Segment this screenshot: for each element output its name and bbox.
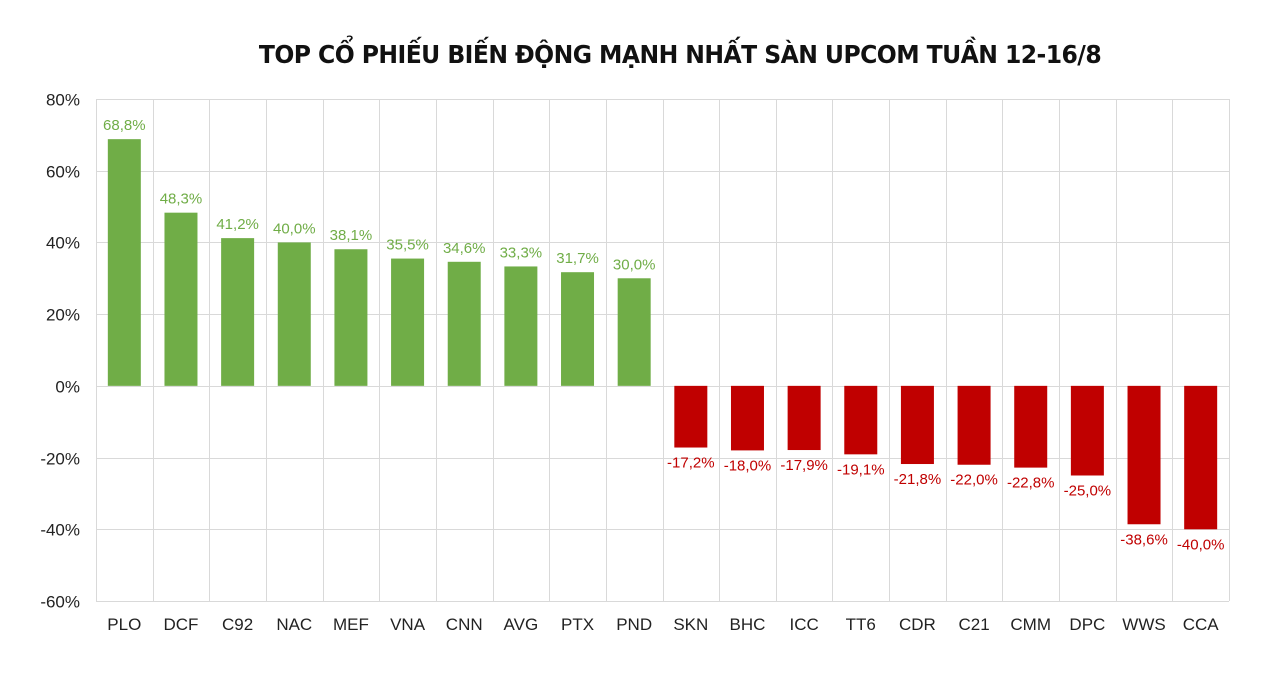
bar-layer (107, 139, 1218, 530)
data-label-vna: 35,5% (386, 237, 429, 254)
y-tick-label: -40% (40, 521, 80, 540)
data-label-icc: -17,9% (780, 457, 828, 474)
bar-wws (1127, 385, 1161, 525)
data-label-pnd: 30,0% (613, 256, 656, 273)
data-label-c21: -22,0% (950, 472, 998, 489)
category-label-dpc: DPC (1069, 615, 1105, 634)
y-tick-label: -60% (40, 593, 80, 612)
category-label-cmm: CMM (1010, 615, 1051, 634)
bar-cmm (1014, 385, 1048, 468)
bar-cca (1184, 385, 1218, 530)
bar-skn (674, 385, 708, 448)
category-label-wws: WWS (1122, 615, 1165, 634)
category-label-mef: MEF (333, 615, 369, 634)
y-tick-label: 40% (46, 234, 80, 253)
data-label-dpc: -25,0% (1064, 483, 1112, 500)
data-label-wws: -38,6% (1120, 531, 1168, 548)
y-tick-label: 20% (46, 306, 80, 325)
bar-avg (504, 266, 538, 386)
bar-dcf (164, 212, 198, 386)
chart-title: TOP CỔ PHIẾU BIẾN ĐỘNG MẠNH NHẤT SÀN UPC… (258, 40, 1102, 69)
category-label-pnd: PND (616, 615, 652, 634)
y-tick-label: -20% (40, 450, 80, 469)
grid-layer (96, 99, 1230, 602)
data-label-mef: 38,1% (330, 227, 373, 244)
bar-tt6 (844, 385, 878, 455)
category-label-c92: C92 (222, 615, 253, 634)
category-label-plo: PLO (107, 615, 141, 634)
bar-plo (107, 139, 141, 386)
bar-pnd (617, 278, 651, 386)
y-tick-label: 60% (46, 163, 80, 182)
bar-mef (334, 249, 368, 386)
category-label-cnn: CNN (446, 615, 483, 634)
bar-bhc (730, 385, 764, 451)
bar-cnn (447, 261, 481, 386)
category-label-vna: VNA (390, 615, 426, 634)
data-label-c92: 41,2% (216, 216, 259, 233)
category-label-cca: CCA (1183, 615, 1220, 634)
bar-nac (277, 242, 311, 386)
bar-icc (787, 385, 821, 451)
data-label-dcf: 48,3% (160, 191, 203, 208)
bar-cdr (900, 385, 934, 465)
data-label-cmm: -22,8% (1007, 475, 1055, 492)
bar-c92 (221, 238, 255, 386)
data-label-cnn: 34,6% (443, 240, 486, 257)
bar-c21 (957, 385, 991, 465)
category-label-bhc: BHC (730, 615, 766, 634)
data-label-nac: 40,0% (273, 220, 316, 237)
category-label-c21: C21 (958, 615, 989, 634)
bar-vna (391, 258, 425, 386)
data-label-ptx: 31,7% (556, 250, 599, 267)
data-label-cdr: -21,8% (894, 471, 942, 488)
category-label-skn: SKN (673, 615, 708, 634)
data-label-bhc: -18,0% (724, 457, 772, 474)
category-label-dcf: DCF (163, 615, 198, 634)
category-label-cdr: CDR (899, 615, 936, 634)
data-label-skn: -17,2% (667, 455, 715, 472)
category-label-icc: ICC (789, 615, 818, 634)
category-label-ptx: PTX (561, 615, 594, 634)
data-label-tt6: -19,1% (837, 461, 885, 478)
category-label-avg: AVG (504, 615, 539, 634)
data-label-plo: 68,8% (103, 117, 146, 134)
bar-ptx (561, 272, 595, 386)
category-label-tt6: TT6 (846, 615, 876, 634)
category-label-nac: NAC (276, 615, 312, 634)
y-tick-label: 80% (46, 91, 80, 110)
data-label-cca: -40,0% (1177, 536, 1225, 553)
label-layer: 80% 60% 40% 20% 0% -20% -40% -60% 68,8% PLO 48,3% D… (40, 91, 1224, 635)
data-label-avg: 33,3% (500, 244, 543, 261)
bar-dpc (1070, 385, 1104, 476)
y-tick-label: 0% (55, 378, 80, 397)
